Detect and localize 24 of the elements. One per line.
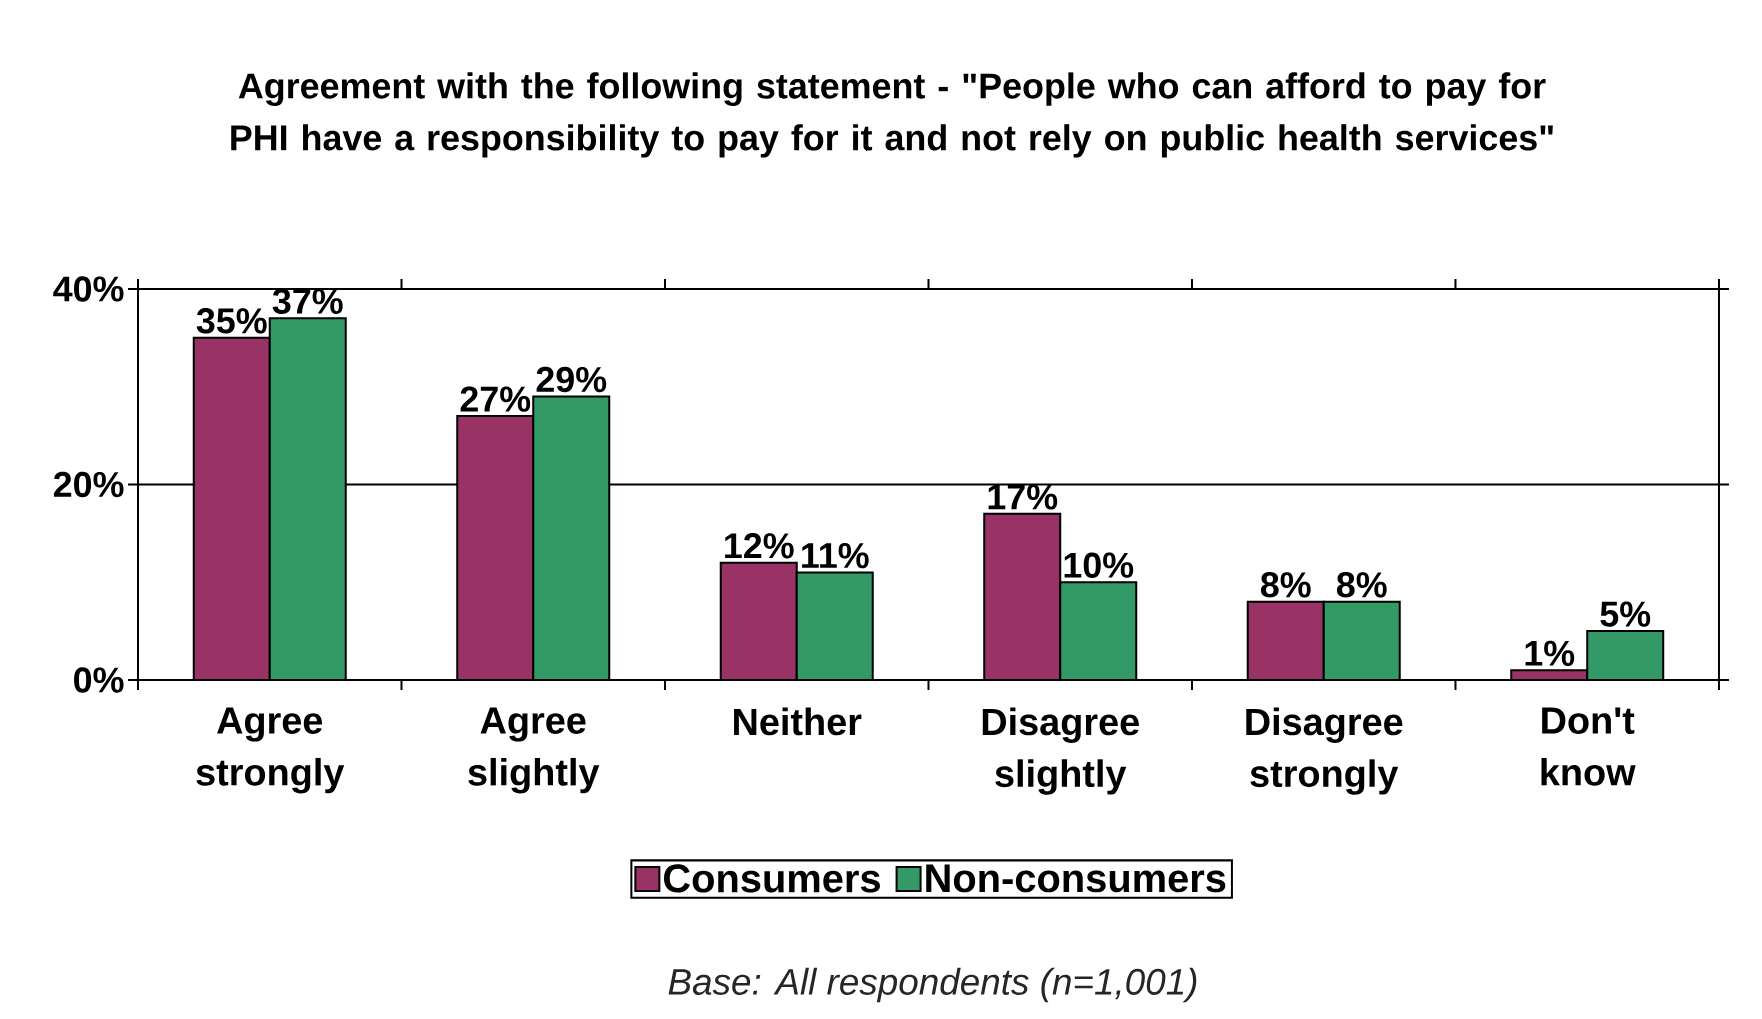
x-tick-label: Neither	[734, 707, 862, 736]
x-tick-label: Agree strongly	[196, 707, 345, 794]
data-label: 5%	[1600, 601, 1651, 627]
x-tick-label: Disagree slightly	[982, 707, 1139, 795]
data-label: 17%	[988, 484, 1058, 510]
data-label: 12%	[725, 533, 794, 559]
x-tick-label: Disagree strongly	[1246, 707, 1403, 795]
legend-label: Non-consumers	[926, 864, 1226, 893]
x-tick-label: Don't know	[1541, 707, 1636, 786]
text: Base: All respondents (n=1,001)	[668, 967, 1197, 1003]
y-tick-label: 40%	[53, 276, 124, 302]
data-label: 8%	[1336, 572, 1387, 598]
data-label: 1%	[1525, 640, 1575, 666]
x-tick-label: Agree slightly	[468, 707, 600, 794]
chart-title: Agreement with the following statement - "People who can afford to pay for PHI have a responsibility to pay for it and not rely on public health services"	[231, 72, 1553, 158]
y-tick-label: 0%	[74, 667, 124, 693]
y-tick-label: 20%	[53, 471, 124, 498]
data-label: 8%	[1260, 572, 1311, 598]
data-label: 29%	[536, 366, 607, 393]
legend-label: Consumers	[663, 864, 880, 893]
data-label: 35%	[196, 308, 267, 334]
data-label: 11%	[802, 542, 869, 569]
data-label: 10%	[1064, 552, 1134, 578]
data-label: 27%	[460, 386, 531, 412]
